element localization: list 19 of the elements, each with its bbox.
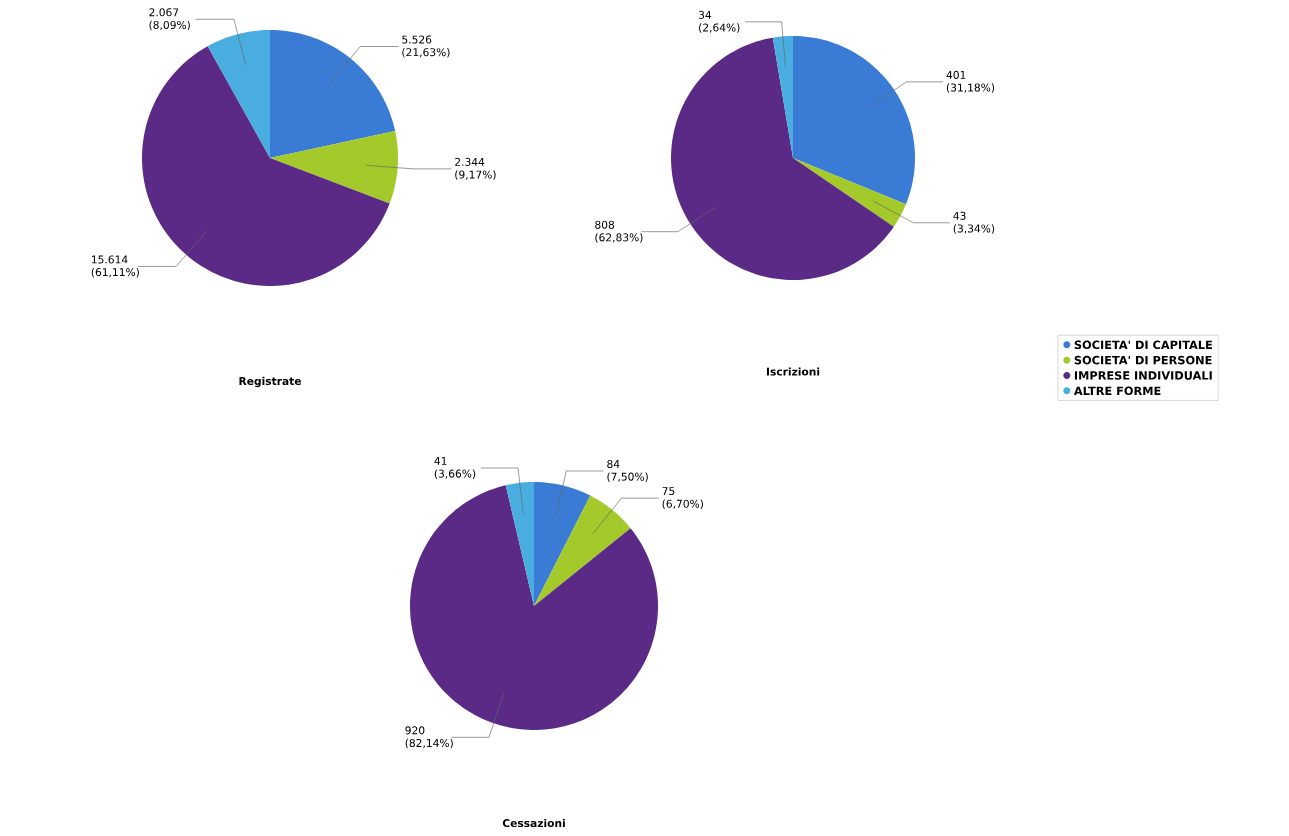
data-label: 2.344 (9,17%) (455, 157, 496, 180)
data-label: 41 (3,66%) (434, 457, 476, 479)
legend-label: IMPRESE INDIVIDUALI (1074, 371, 1212, 380)
data-label: 43 (3,34%) (953, 211, 995, 234)
legend-label: ALTRE FORME (1073, 386, 1161, 396)
data-label: 84 (7,50%) (607, 459, 648, 482)
data-label: 34 (2,64%) (698, 10, 740, 33)
legend-label: SOCIETA' DI CAPITALE (1074, 340, 1212, 350)
text: Cessazioni (502, 818, 565, 828)
text: Registrate (239, 376, 301, 388)
text: Iscrizioni (766, 367, 820, 376)
data-label: 5.526 (21,63%) (402, 35, 450, 58)
data-label: 920 (82,14%) (405, 726, 453, 749)
legend-label: SOCIETA' DI PERSONE (1074, 355, 1212, 365)
data-label: 2.067 (8,09%) (149, 8, 190, 31)
data-label: 401 (31,18%) (946, 70, 995, 93)
data-label: 75 (6,70%) (662, 487, 703, 510)
data-label: 808 (62,83%) (595, 220, 643, 243)
data-label: 15.614 (61,11%) (91, 255, 139, 278)
